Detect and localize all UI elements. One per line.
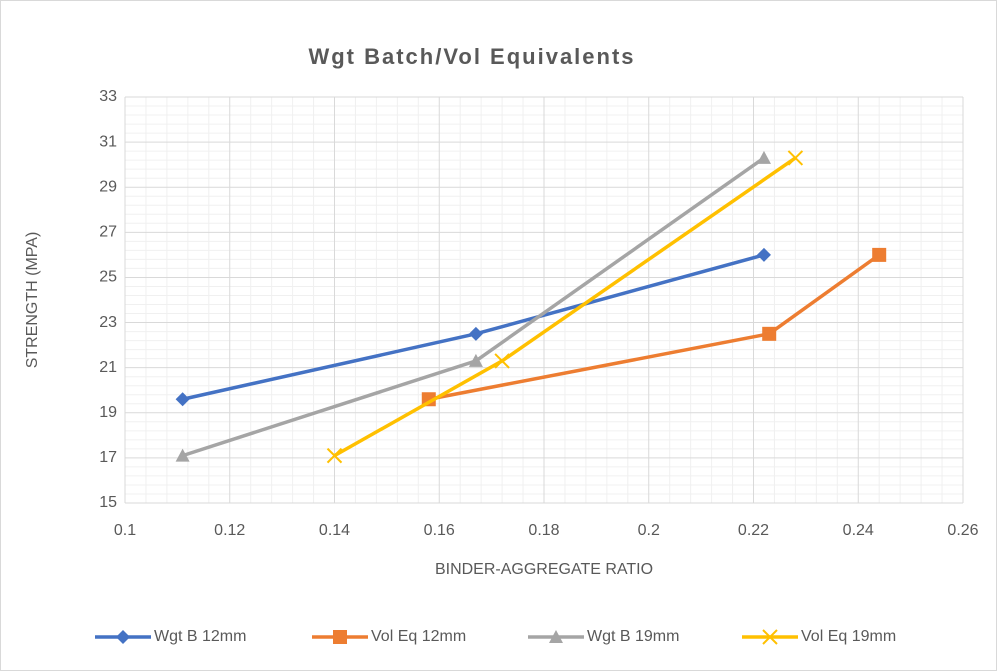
x-tick-label: 0.2 (638, 522, 660, 539)
x-tick-label: 0.18 (528, 522, 559, 539)
x-tick-label: 0.16 (424, 522, 455, 539)
chart-title: Wgt Batch/Vol Equivalents (308, 44, 635, 69)
x-tick-label: 0.24 (843, 522, 874, 539)
x-tick-label: 0.1 (114, 522, 136, 539)
y-tick-label: 15 (99, 494, 117, 511)
y-tick-label: 29 (99, 178, 117, 195)
marker (549, 630, 563, 643)
marker (762, 326, 777, 341)
marker (175, 392, 190, 407)
y-tick-label: 23 (99, 314, 117, 331)
y-tick-label: 21 (99, 359, 117, 376)
marker (333, 630, 347, 644)
x-axis-label: BINDER-AGGREGATE RATIO (435, 561, 653, 578)
legend-label: Vol Eq 12mm (371, 628, 466, 645)
y-tick-label: 19 (99, 404, 117, 421)
x-tick-label: 0.26 (947, 522, 978, 539)
marker (116, 630, 130, 644)
legend-label: Wgt B 12mm (154, 628, 246, 645)
marker (756, 150, 771, 164)
marker (787, 150, 804, 166)
legend-label: Vol Eq 19mm (801, 628, 896, 645)
marker (756, 247, 771, 262)
y-tick-label: 17 (99, 449, 117, 466)
marker (494, 353, 510, 369)
legend-label: Wgt B 19mm (587, 628, 679, 645)
y-tick-label: 27 (99, 224, 117, 241)
marker (468, 353, 483, 367)
x-tick-label: 0.14 (319, 522, 350, 539)
x-tick-label: 0.22 (738, 522, 769, 539)
marker (468, 326, 483, 341)
marker (175, 448, 190, 462)
marker (326, 447, 343, 464)
y-axis-label: STRENGTH (MPA) (24, 232, 41, 369)
marker (762, 629, 778, 645)
x-tick-label: 0.12 (214, 522, 245, 539)
y-tick-label: 25 (99, 269, 117, 286)
y-tick-label: 31 (99, 133, 117, 150)
y-tick-label: 33 (99, 88, 117, 105)
marker (872, 247, 887, 262)
